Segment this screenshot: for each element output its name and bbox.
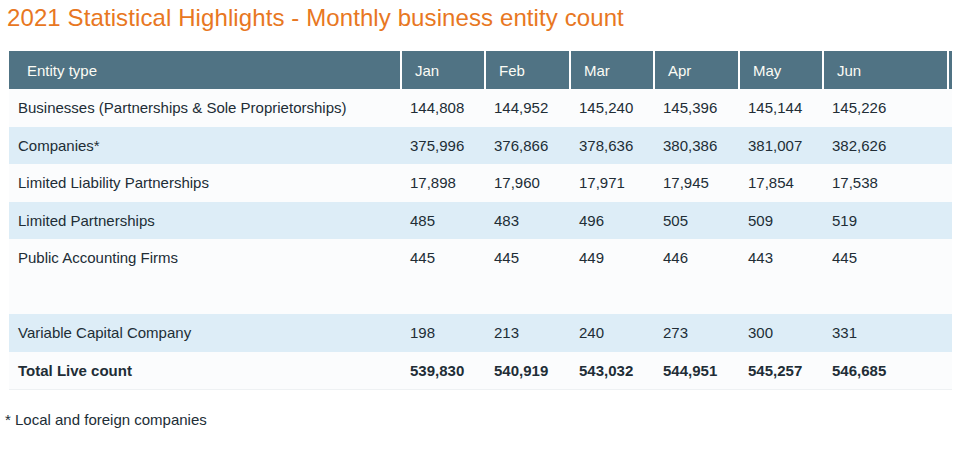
value-cell: 485 bbox=[401, 202, 485, 240]
column-header-may: May bbox=[739, 51, 823, 89]
spacer-row bbox=[9, 277, 952, 315]
entity-type-cell: Limited Partnerships bbox=[9, 202, 401, 240]
next-column-sliver bbox=[948, 51, 952, 89]
value-cell: 17,854 bbox=[739, 164, 823, 202]
value-cell: 376,866 bbox=[485, 127, 570, 165]
value-cell: 543,032 bbox=[570, 352, 654, 390]
value-cell: 445 bbox=[823, 239, 948, 277]
entity-type-cell: Variable Capital Company bbox=[9, 314, 401, 352]
column-header-feb: Feb bbox=[485, 51, 570, 89]
sliver-cell bbox=[948, 352, 952, 390]
value-cell bbox=[401, 277, 485, 315]
value-cell: 539,830 bbox=[401, 352, 485, 390]
column-header-entity-type: Entity type bbox=[9, 51, 401, 89]
entity-count-table: Entity typeJanFebMarAprMayJun Businesses… bbox=[9, 51, 952, 390]
table-row: Public Accounting Firms44544544944644344… bbox=[9, 239, 952, 277]
value-cell: 17,945 bbox=[654, 164, 739, 202]
sliver-cell bbox=[948, 164, 952, 202]
entity-type-cell: Limited Liability Partnerships bbox=[9, 164, 401, 202]
value-cell: 509 bbox=[739, 202, 823, 240]
value-cell: 145,144 bbox=[739, 89, 823, 127]
value-cell: 483 bbox=[485, 202, 570, 240]
value-cell bbox=[739, 277, 823, 315]
value-cell: 505 bbox=[654, 202, 739, 240]
value-cell: 198 bbox=[401, 314, 485, 352]
entity-type-cell: Total Live count bbox=[9, 352, 401, 390]
value-cell: 145,240 bbox=[570, 89, 654, 127]
value-cell: 540,919 bbox=[485, 352, 570, 390]
column-header-apr: Apr bbox=[654, 51, 739, 89]
column-header-mar: Mar bbox=[570, 51, 654, 89]
value-cell: 145,226 bbox=[823, 89, 948, 127]
column-header-jan: Jan bbox=[401, 51, 485, 89]
value-cell: 519 bbox=[823, 202, 948, 240]
value-cell: 380,386 bbox=[654, 127, 739, 165]
value-cell: 144,952 bbox=[485, 89, 570, 127]
value-cell: 144,808 bbox=[401, 89, 485, 127]
value-cell: 331 bbox=[823, 314, 948, 352]
value-cell: 446 bbox=[654, 239, 739, 277]
table-row: Limited Liability Partnerships17,89817,9… bbox=[9, 164, 952, 202]
value-cell bbox=[570, 277, 654, 315]
value-cell: 17,971 bbox=[570, 164, 654, 202]
footnote: * Local and foreign companies bbox=[5, 411, 958, 428]
value-cell: 17,538 bbox=[823, 164, 948, 202]
value-cell: 213 bbox=[485, 314, 570, 352]
value-cell: 381,007 bbox=[739, 127, 823, 165]
value-cell: 544,951 bbox=[654, 352, 739, 390]
column-header-jun: Jun bbox=[823, 51, 948, 89]
value-cell: 443 bbox=[739, 239, 823, 277]
sliver-cell bbox=[948, 89, 952, 127]
sliver-cell bbox=[948, 127, 952, 165]
sliver-cell bbox=[948, 202, 952, 240]
value-cell: 273 bbox=[654, 314, 739, 352]
value-cell: 240 bbox=[570, 314, 654, 352]
entity-type-cell bbox=[9, 277, 401, 315]
value-cell bbox=[823, 277, 948, 315]
table-header-row: Entity typeJanFebMarAprMayJun bbox=[9, 51, 952, 89]
sliver-cell bbox=[948, 314, 952, 352]
entity-type-cell: Companies* bbox=[9, 127, 401, 165]
value-cell bbox=[654, 277, 739, 315]
value-cell: 545,257 bbox=[739, 352, 823, 390]
value-cell: 449 bbox=[570, 239, 654, 277]
value-cell: 375,996 bbox=[401, 127, 485, 165]
table-row: Limited Partnerships485483496505509519 bbox=[9, 202, 952, 240]
table-row: Businesses (Partnerships & Sole Propriet… bbox=[9, 89, 952, 127]
sliver-cell bbox=[948, 239, 952, 277]
page-title: 2021 Statistical Highlights - Monthly bu… bbox=[7, 3, 958, 33]
value-cell: 378,636 bbox=[570, 127, 654, 165]
entity-type-cell: Businesses (Partnerships & Sole Propriet… bbox=[9, 89, 401, 127]
value-cell: 382,626 bbox=[823, 127, 948, 165]
value-cell: 445 bbox=[485, 239, 570, 277]
entity-type-cell: Public Accounting Firms bbox=[9, 239, 401, 277]
value-cell: 300 bbox=[739, 314, 823, 352]
table-row: Variable Capital Company1982132402733003… bbox=[9, 314, 952, 352]
table-row: Total Live count539,830540,919543,032544… bbox=[9, 352, 952, 390]
value-cell: 546,685 bbox=[823, 352, 948, 390]
sliver-cell bbox=[948, 277, 952, 315]
value-cell: 496 bbox=[570, 202, 654, 240]
value-cell bbox=[485, 277, 570, 315]
value-cell: 17,898 bbox=[401, 164, 485, 202]
value-cell: 445 bbox=[401, 239, 485, 277]
value-cell: 17,960 bbox=[485, 164, 570, 202]
table-row: Companies*375,996376,866378,636380,38638… bbox=[9, 127, 952, 165]
value-cell: 145,396 bbox=[654, 89, 739, 127]
